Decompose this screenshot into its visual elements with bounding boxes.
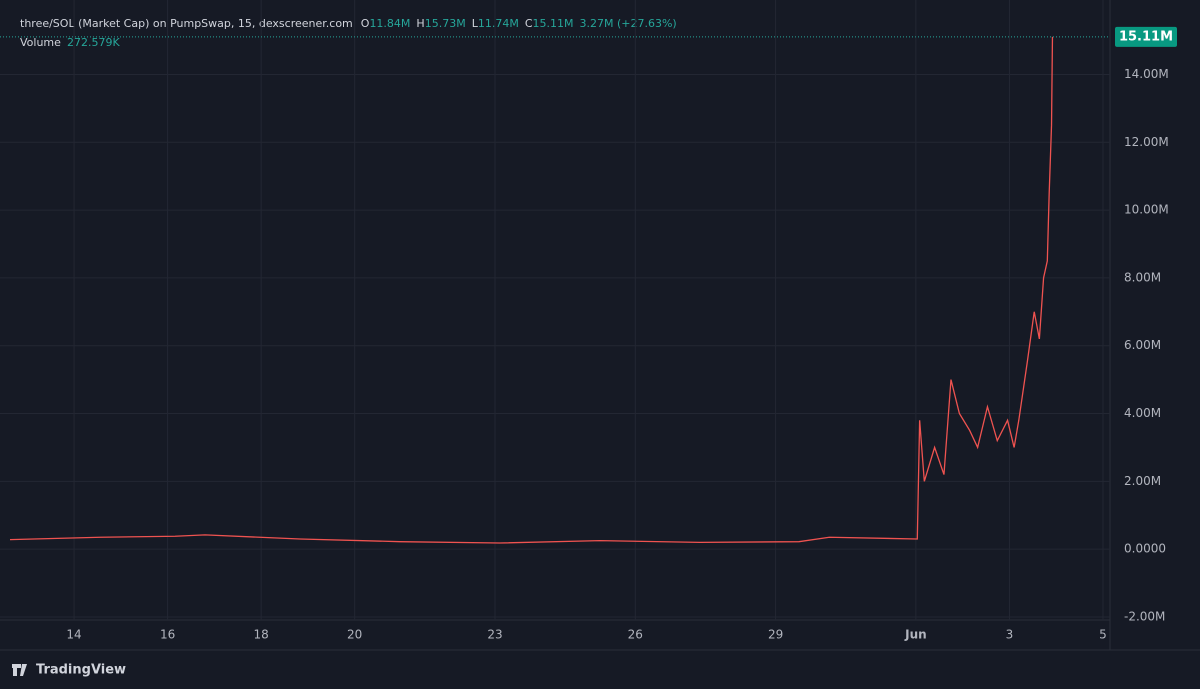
y-tick-label: 2.00M <box>1124 474 1161 488</box>
ohlc-value: 11.84M <box>369 17 410 30</box>
x-tick-label: 18 <box>254 628 269 642</box>
volume-label: Volume <box>20 36 61 49</box>
ohlc-label: O <box>361 17 370 30</box>
ohlc-value: 15.73M <box>425 17 466 30</box>
ohlc-value: 15.11M <box>533 17 574 30</box>
y-tick-label: 6.00M <box>1124 338 1161 352</box>
y-tick-label: 0.0000 <box>1124 542 1166 556</box>
x-tick-label: 26 <box>628 628 643 642</box>
symbol-title: three/SOL (Market Cap) on PumpSwap, 15, … <box>20 17 353 30</box>
x-tick-label: 16 <box>160 628 175 642</box>
y-tick-label: 4.00M <box>1124 406 1161 420</box>
ohlc-label: L <box>472 17 479 30</box>
y-tick-label: 10.00M <box>1124 203 1169 217</box>
legend-header: three/SOL (Market Cap) on PumpSwap, 15, … <box>20 17 677 30</box>
x-tick-label: 20 <box>347 628 362 642</box>
ohlc-value: 11.74M <box>478 17 519 30</box>
last-price-label: 15.11M <box>1119 29 1173 44</box>
last-price-tag <box>1115 26 1177 47</box>
brand-logo <box>12 664 27 676</box>
x-tick-label: 5 <box>1099 628 1107 642</box>
brand: TradingView <box>36 663 126 678</box>
change-value: 3.27M (+27.63%) <box>579 17 676 30</box>
ohlc-label: C <box>525 17 533 30</box>
y-tick-label: 12.00M <box>1124 135 1169 149</box>
x-tick-label: 14 <box>66 628 81 642</box>
x-tick-label: 3 <box>1006 628 1014 642</box>
x-tick-label: 29 <box>768 628 783 642</box>
price-line <box>9 36 1054 544</box>
ohlc-label: H <box>416 17 424 30</box>
y-tick-label: -2.00M <box>1124 609 1165 623</box>
x-tick-label: 23 <box>487 628 502 642</box>
y-tick-label: 14.00M <box>1124 67 1169 81</box>
x-tick-label: Jun <box>904 628 927 642</box>
y-tick-label: 8.00M <box>1124 270 1161 284</box>
volume-value: 272.579K <box>67 36 120 49</box>
